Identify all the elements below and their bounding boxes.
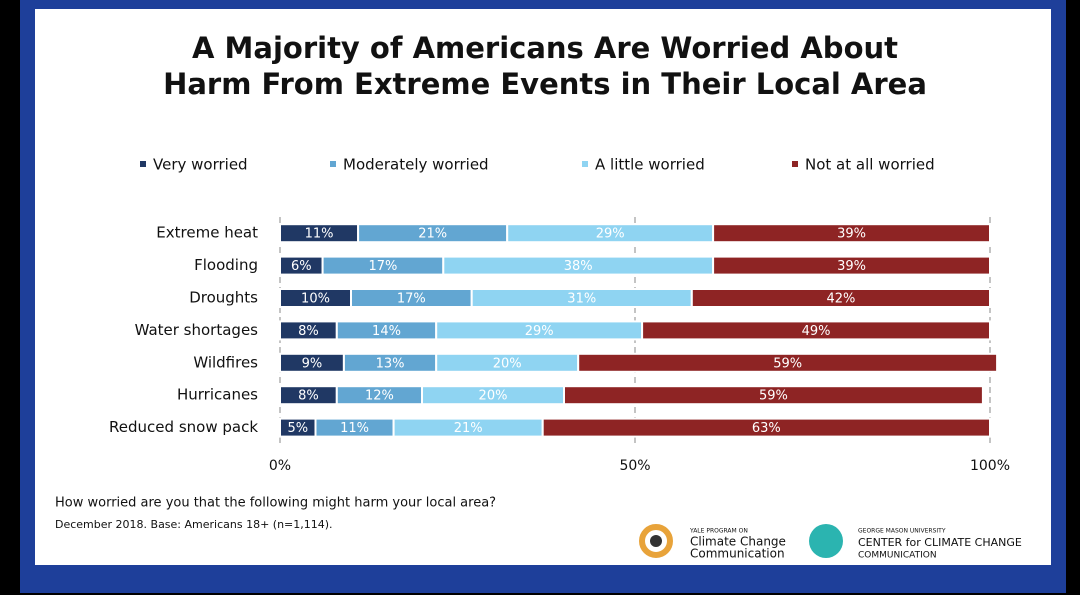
data-label: 39% — [837, 259, 866, 274]
bar-segment — [690, 288, 991, 308]
y-tick-label: Extreme heat — [156, 224, 258, 242]
data-label: 5% — [287, 421, 308, 436]
data-label: 63% — [752, 421, 781, 436]
legend-swatch — [792, 161, 798, 167]
chart-title: Harm From Extreme Events in Their Local … — [163, 67, 927, 101]
legend-label: Very worried — [153, 156, 248, 174]
bar-segment — [577, 352, 999, 373]
data-label: 29% — [596, 227, 625, 242]
x-tick-label: 100% — [970, 458, 1010, 474]
data-label: 49% — [802, 324, 831, 339]
logo-text: COMMUNICATION — [858, 551, 937, 561]
slide — [35, 9, 1051, 565]
bar-segment — [641, 320, 991, 341]
x-tick-label: 0% — [269, 458, 291, 474]
logo-text: YALE PROGRAM ON — [689, 528, 748, 535]
y-tick-label: Water shortages — [135, 321, 259, 339]
data-label: 12% — [365, 389, 394, 404]
legend-swatch — [330, 161, 336, 167]
data-label: 20% — [493, 356, 522, 371]
x-tick-label: 50% — [619, 458, 650, 474]
y-tick-label: Droughts — [189, 289, 258, 307]
data-label: 21% — [454, 421, 483, 436]
data-label: 11% — [305, 227, 334, 242]
bar-segment — [712, 255, 991, 276]
data-label: 21% — [418, 227, 447, 242]
data-label: 59% — [773, 356, 802, 371]
legend-swatch — [582, 161, 588, 167]
y-tick-label: Wildfires — [193, 353, 258, 371]
legend-swatch — [140, 161, 146, 167]
data-label: 14% — [372, 324, 401, 339]
legend-label: Moderately worried — [343, 156, 489, 174]
data-label: 8% — [298, 324, 319, 339]
logo-text: GEORGE MASON UNIVERSITY — [858, 528, 946, 535]
chart-title: A Majority of Americans Are Worried Abou… — [192, 31, 898, 65]
y-tick-label: Flooding — [194, 256, 258, 274]
bar-segment — [563, 385, 984, 406]
legend-label: A little worried — [595, 156, 705, 174]
data-label: 39% — [837, 227, 866, 242]
data-label: 59% — [759, 389, 788, 404]
data-label: 20% — [479, 389, 508, 404]
data-label: 6% — [291, 259, 312, 274]
bar-segment — [541, 417, 991, 438]
data-label: 42% — [826, 292, 855, 307]
y-tick-label: Hurricanes — [177, 386, 258, 404]
data-label: 17% — [397, 292, 426, 307]
y-tick-label: Reduced snow pack — [109, 418, 258, 436]
logo-text: Communication — [690, 547, 785, 561]
bar-segment — [712, 223, 991, 244]
data-label: 9% — [302, 356, 323, 371]
logo-text: Climate Change — [690, 535, 786, 549]
data-label: 17% — [368, 259, 397, 274]
logo-icon — [809, 524, 843, 558]
data-label: 31% — [567, 292, 596, 307]
data-label: 13% — [376, 356, 405, 371]
legend-label: Not at all worried — [805, 156, 935, 174]
source: December 2018. Base: Americans 18+ (n=1,… — [55, 518, 333, 531]
data-label: 11% — [340, 421, 369, 436]
logo-icon — [650, 535, 662, 547]
logo-icon — [639, 524, 673, 558]
data-label: 29% — [525, 324, 554, 339]
logo-text: CENTER for CLIMATE CHANGE — [858, 536, 1022, 549]
question: How worried are you that the following m… — [55, 496, 496, 511]
data-label: 38% — [564, 259, 593, 274]
data-label: 8% — [298, 389, 319, 404]
data-label: 10% — [301, 292, 330, 307]
